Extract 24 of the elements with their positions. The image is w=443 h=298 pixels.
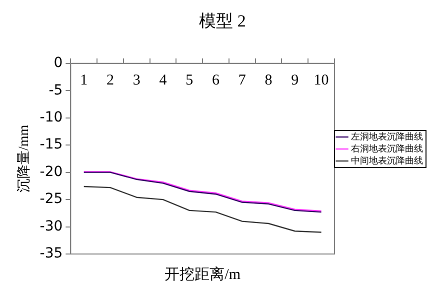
- x-tick-label: 7: [238, 72, 246, 88]
- y-tick-label: -35: [40, 246, 63, 262]
- y-tick-label: -15: [40, 136, 63, 153]
- y-tick-label: -20: [40, 164, 63, 180]
- x-axis-title: 开挖距离/m: [164, 266, 241, 283]
- y-tick-label: -5: [48, 82, 63, 98]
- x-tick-label: 6: [212, 72, 220, 88]
- legend-label: 中间地表沉降曲线: [351, 155, 423, 166]
- y-tick-label: 0: [54, 55, 63, 72]
- y-tick-label: -30: [40, 218, 63, 234]
- x-tick-label: 1: [80, 72, 88, 88]
- legend-label: 左洞地表沉降曲线: [351, 131, 423, 142]
- x-tick-label: 2: [106, 72, 114, 88]
- chart-title: 模型 2: [199, 12, 246, 31]
- x-tick-label: 10: [314, 72, 329, 88]
- y-tick-label: -10: [40, 110, 63, 126]
- x-tick-label: 4: [159, 72, 168, 88]
- x-tick-label: 5: [186, 72, 194, 88]
- x-tick-label: 3: [132, 72, 140, 88]
- y-tick-label: -25: [40, 191, 63, 208]
- x-tick-label: 8: [264, 72, 272, 88]
- y-axis-title: 沉降量/mm: [16, 124, 32, 193]
- x-tick-label: 9: [291, 72, 299, 88]
- legend-label: 右洞地表沉降曲线: [351, 143, 423, 154]
